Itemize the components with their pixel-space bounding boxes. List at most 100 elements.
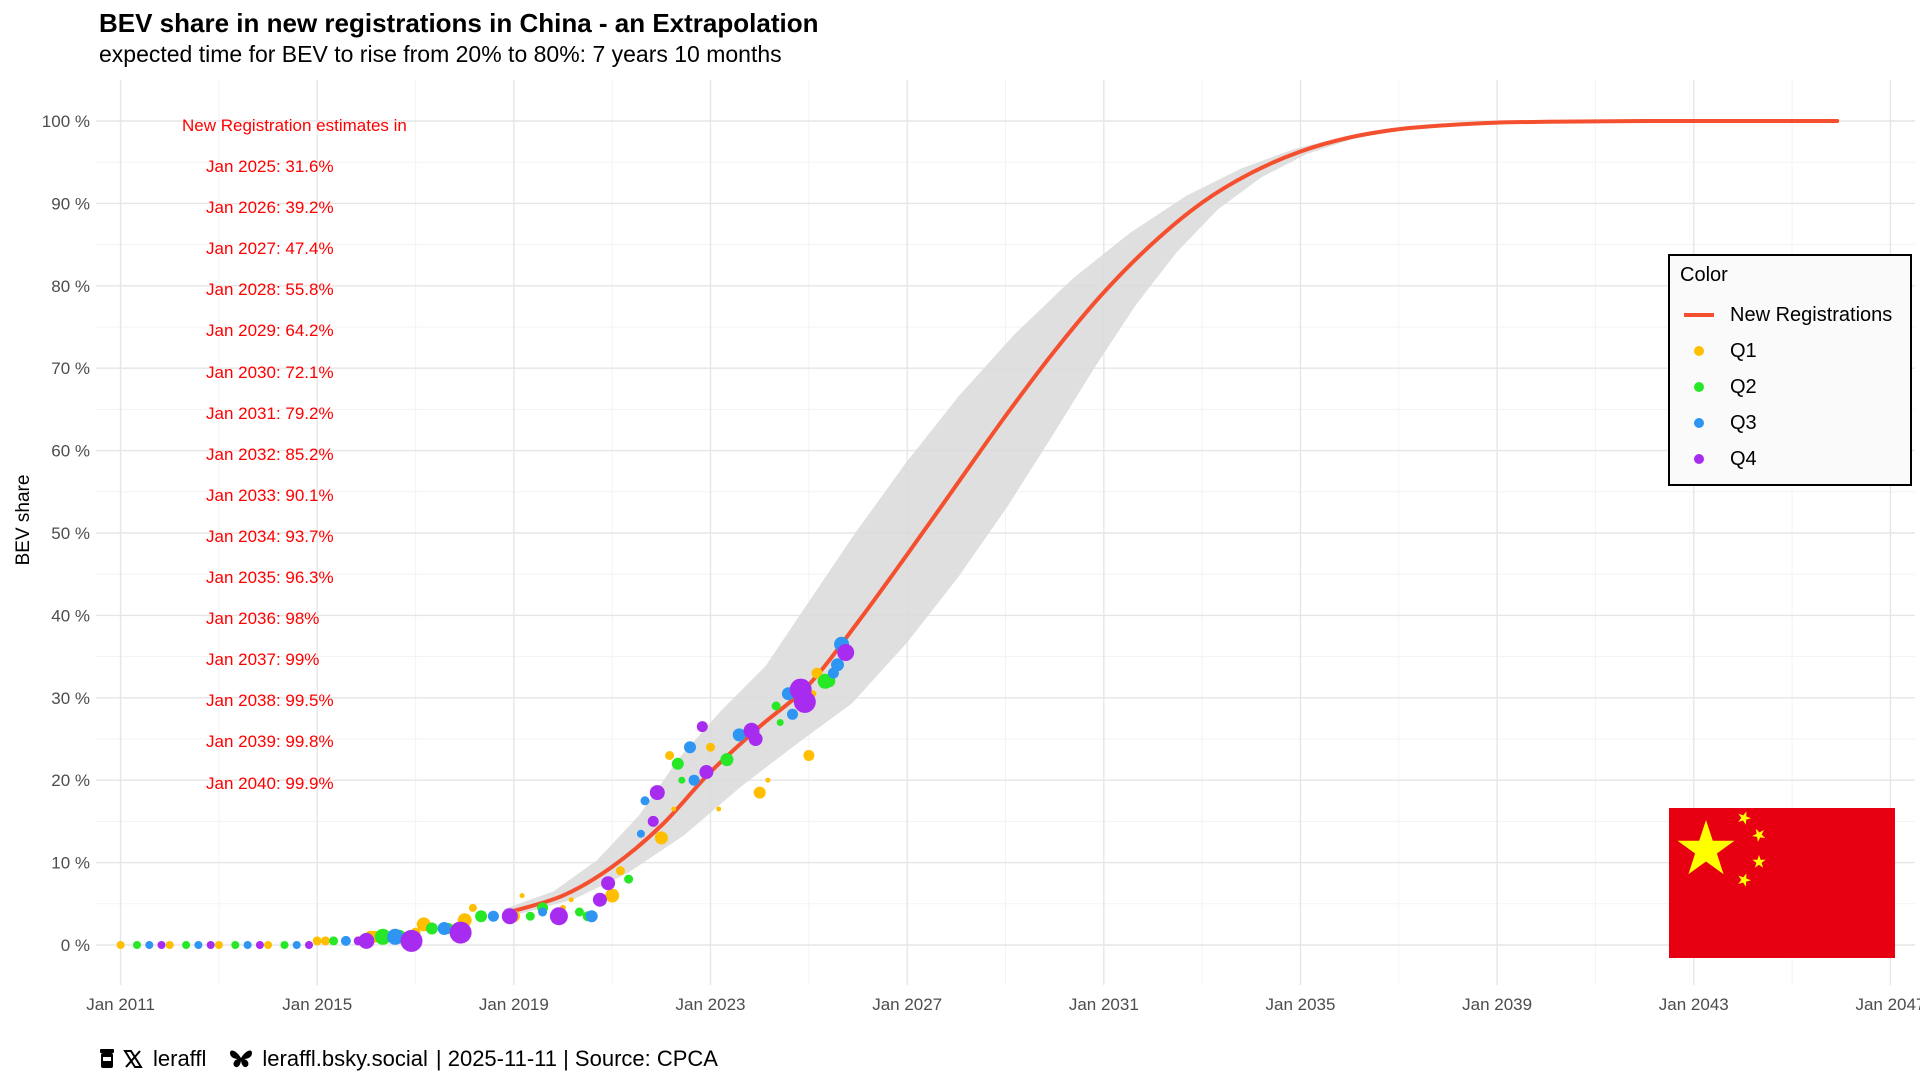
legend-label: Q3	[1730, 411, 1757, 434]
x-tick-label: Jan 2035	[1265, 995, 1335, 1014]
data-point-q1	[811, 667, 823, 679]
data-point-q4	[837, 644, 855, 661]
y-tick-label: 60 %	[51, 442, 90, 461]
legend-dot-swatch	[1694, 382, 1704, 392]
x-tick-label: Jan 2019	[479, 995, 549, 1014]
legend-item-new-registrations: New Registrations	[1684, 300, 1892, 330]
estimate-line: Jan 2036: 98%	[206, 609, 320, 629]
legend-title: Color	[1680, 264, 1728, 286]
data-point-q3	[684, 741, 696, 754]
data-point-q3	[243, 941, 252, 949]
x-tick-label: Jan 2011	[86, 995, 155, 1014]
data-point-q1	[706, 742, 715, 752]
china-flag	[1669, 808, 1895, 958]
data-point-q3	[145, 941, 154, 949]
y-tick-label: 80 %	[51, 277, 90, 296]
caption-handle: leraffl	[153, 1046, 207, 1071]
estimate-line: Jan 2029: 64.2%	[206, 321, 334, 341]
estimate-line: Jan 2039: 99.8%	[206, 732, 334, 752]
legend-item-q1: Q1	[1684, 336, 1757, 366]
chart-title: BEV share in new registrations in China …	[99, 8, 819, 38]
data-point-q1	[320, 936, 330, 946]
data-point-q2	[182, 941, 191, 949]
data-point-q4	[601, 876, 616, 891]
estimate-line: Jan 2033: 90.1%	[206, 485, 334, 505]
estimate-line: Jan 2037: 99%	[206, 650, 320, 670]
caption-bluesky-handle: leraffl.bsky.social	[262, 1046, 428, 1071]
data-point-q4	[501, 908, 518, 925]
data-point-q4	[592, 892, 607, 907]
data-point-q2	[133, 941, 141, 949]
data-point-q3	[732, 728, 746, 742]
data-point-q2	[671, 757, 684, 770]
data-point-q2	[678, 776, 686, 784]
data-point-q1	[312, 936, 322, 946]
legend-line-swatch	[1684, 313, 1714, 317]
estimate-line: Jan 2035: 96.3%	[206, 568, 334, 587]
data-point-q1	[716, 806, 722, 812]
data-point-q2	[475, 910, 488, 923]
x-tick-label: Jan 2027	[872, 995, 942, 1014]
data-point-q4	[157, 941, 166, 949]
data-point-q4	[549, 907, 568, 926]
data-point-q3	[387, 928, 404, 945]
y-tick-label: 10 %	[51, 854, 90, 873]
data-point-q1	[671, 806, 677, 812]
estimate-line: Jan 2040: 99.9%	[206, 773, 334, 793]
chart-plot: Jan 2011 Jan 2015 Jan 2019 Jan 2023 Jan 2027…	[42, 80, 1920, 1014]
y-tick-label: 50 %	[51, 524, 90, 543]
caption-meta: | 2025-11-11 | Source: CPCA	[435, 1046, 718, 1071]
data-point-q4	[699, 765, 714, 779]
y-tick-label: 90 %	[51, 194, 90, 213]
legend-dot-swatch	[1694, 418, 1704, 428]
data-point-q3	[292, 941, 301, 949]
data-point-q4	[793, 690, 816, 713]
data-point-q2	[329, 936, 339, 946]
estimate-line: Jan 2026: 39.2%	[206, 198, 334, 218]
data-point-q3	[827, 667, 839, 679]
chart-subtitle: expected time for BEV to rise from 20% t…	[99, 41, 782, 67]
data-point-q2	[231, 941, 240, 949]
legend-label: New Registrations	[1730, 303, 1893, 326]
legend-label: Q2	[1730, 375, 1757, 398]
data-point-q4	[696, 721, 708, 733]
data-point-q1	[568, 897, 574, 903]
data-point-q2	[280, 941, 289, 949]
y-tick-label: 100 %	[42, 112, 90, 131]
data-point-q2	[771, 701, 781, 711]
data-point-q1	[214, 941, 223, 949]
data-point-q1	[803, 750, 815, 761]
data-point-q3	[640, 796, 650, 806]
estimate-line: Jan 2031: 79.2%	[206, 403, 334, 423]
data-point-q4	[649, 785, 665, 801]
data-point-q1	[519, 893, 525, 899]
data-point-q3	[487, 910, 499, 922]
legend-dot-swatch	[1694, 454, 1704, 464]
legend-item-q3: Q3	[1684, 408, 1757, 438]
legend-item-q4: Q4	[1684, 444, 1757, 474]
data-point-q2	[574, 907, 584, 917]
data-point-q1	[765, 777, 771, 783]
butterfly-icon	[230, 1050, 253, 1068]
x-tick-label: Jan 2039	[1462, 995, 1532, 1014]
data-point-q4	[748, 732, 763, 746]
y-tick-label: 20 %	[51, 771, 90, 790]
x-tick-label: Jan 2047	[1855, 995, 1920, 1014]
data-point-q4	[400, 929, 423, 952]
y-tick-label: 40 %	[51, 606, 90, 625]
data-point-q3	[340, 935, 351, 946]
data-point-q4	[206, 941, 215, 949]
estimate-line: Jan 2028: 55.8%	[206, 280, 334, 300]
legend-label: Q1	[1730, 339, 1757, 362]
estimate-line: Jan 2030: 72.1%	[206, 362, 334, 382]
estimate-line: Jan 2032: 85.2%	[206, 444, 334, 464]
data-point-q1	[665, 751, 675, 760]
data-point-q4	[647, 815, 659, 827]
estimate-line: Jan 2038: 99.5%	[206, 691, 334, 711]
data-point-q4	[255, 941, 264, 949]
x-tick-label: Jan 2043	[1659, 995, 1729, 1014]
data-point-q3	[585, 910, 598, 923]
data-point-q2	[624, 874, 634, 884]
data-point-q3	[437, 922, 451, 935]
data-point-q1	[753, 786, 766, 799]
